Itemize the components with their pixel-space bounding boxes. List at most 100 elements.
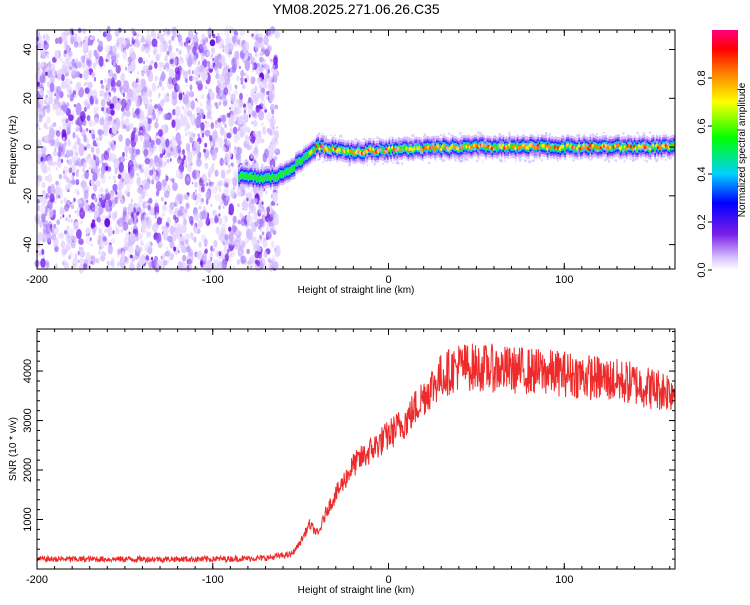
spectrogram-halo-cell xyxy=(555,148,557,150)
spectrogram-noise-cell xyxy=(44,175,50,182)
spectrogram-noise-cell xyxy=(147,224,151,230)
spectrogram-noise-cell xyxy=(108,69,111,73)
spectrogram-noise-cell xyxy=(100,80,103,85)
spectrogram-noise-cell xyxy=(58,142,64,152)
spectrogram-halo-cell xyxy=(396,161,400,165)
spectrogram-noise-cell xyxy=(251,236,258,247)
spectrogram-noise-cell xyxy=(188,40,190,43)
spectrogram-noise-cell xyxy=(246,127,251,134)
spectrogram-noise-cell xyxy=(198,60,201,65)
spectrogram-noise-cell xyxy=(66,126,71,135)
spectrogram-noise-cell xyxy=(74,94,76,97)
spectrogram-noise-cell xyxy=(124,144,129,154)
spectrogram-noise-cell xyxy=(73,263,76,267)
spectrogram-noise-cell xyxy=(191,237,193,240)
spectrogram-noise-cell xyxy=(195,32,198,36)
spectrogram-noise-cell xyxy=(247,102,252,110)
spectrogram-halo-cell xyxy=(483,144,487,148)
spectrogram-noise-cell xyxy=(112,183,118,192)
spectrogram-noise-cell xyxy=(106,260,110,268)
spectrogram-noise-cell xyxy=(250,254,257,264)
spectrogram-noise-cell xyxy=(112,230,115,235)
spectrogram-noise-cell xyxy=(37,42,41,48)
spectrogram-noise-cell xyxy=(174,216,179,224)
spectrogram-noise-cell xyxy=(90,159,96,166)
spectrogram-noise-cell xyxy=(254,30,259,38)
spectrogram-halo-cell xyxy=(468,153,471,156)
spectrogram-noise-cell xyxy=(98,55,104,67)
spectrogram-noise-cell xyxy=(203,238,208,247)
spectrogram-halo-cell xyxy=(478,145,481,148)
spectrogram-halo-cell xyxy=(655,136,659,139)
spectrogram-noise-cell xyxy=(59,125,62,130)
spectrogram-noise-cell xyxy=(227,178,232,185)
spectrogram-halo-cell xyxy=(633,142,636,145)
spectrogram-halo-cell xyxy=(373,163,376,166)
spectrogram-halo-cell xyxy=(517,149,519,152)
spectrogram-noise-cell xyxy=(260,41,264,48)
spectrogram-noise-cell xyxy=(155,117,158,122)
spectrogram-noise-cell xyxy=(184,173,191,186)
spectrogram-noise-cell xyxy=(259,56,264,63)
spectrogram-noise-cell xyxy=(250,205,257,214)
snr-xtick-label: 0 xyxy=(385,574,391,586)
spectrogram-noise-cell xyxy=(132,30,137,37)
spectrogram-noise-cell xyxy=(124,66,127,71)
spectrogram-noise-cell xyxy=(144,243,148,251)
spectrogram-halo-cell xyxy=(511,152,515,156)
spectrogram-noise-cell xyxy=(261,201,264,205)
spectrogram-noise-cell xyxy=(77,250,80,255)
spectrogram-noise-cell xyxy=(152,48,157,56)
spectrogram-noise-cell xyxy=(263,237,266,242)
spectrogram-noise-cell xyxy=(179,205,185,216)
spectrogram-noise-cell xyxy=(114,196,119,204)
spectrogram-halo-cell xyxy=(531,137,534,140)
spectrogram-noise-cell xyxy=(227,82,233,93)
spectrogram-noise-cell xyxy=(205,37,209,43)
spectrogram-noise-cell xyxy=(75,58,78,61)
spectrogram-noise-cell xyxy=(262,231,265,236)
spectrogram-noise-cell xyxy=(158,81,163,88)
spectrogram-ridge-cell xyxy=(281,171,283,178)
spectrogram-noise-cell xyxy=(113,140,116,145)
spectrogram-halo-cell xyxy=(600,133,602,135)
spectrogram-noise-cell xyxy=(218,251,222,257)
spectrogram-noise-cell xyxy=(270,224,276,234)
spectrogram-noise-cell xyxy=(78,197,85,209)
spectrogram-halo-cell xyxy=(321,144,325,148)
spectrogram-noise-cell xyxy=(198,178,204,186)
spectrogram-noise-cell xyxy=(107,147,111,152)
spectrogram-halo-cell xyxy=(413,142,416,146)
spectrogram-noise-cell xyxy=(78,238,84,246)
spectrogram-noise-cell xyxy=(116,261,121,267)
spectrogram-noise-cell xyxy=(199,102,203,108)
spectrogram-noise-cell xyxy=(212,209,217,217)
spectrogram-noise-cell xyxy=(182,149,185,156)
spectrogram-noise-cell xyxy=(161,86,165,91)
spectrogram-halo-cell xyxy=(382,154,386,158)
spectrogram-ridge-cell xyxy=(293,165,296,171)
spectrogram-noise-cell xyxy=(205,212,208,218)
spectrogram-noise-cell xyxy=(269,158,276,170)
spectrogram-noise-cell xyxy=(40,203,46,215)
spectrogram-noise-cell xyxy=(179,194,184,202)
spectrogram-halo-cell xyxy=(366,164,369,166)
spectrogram-noise-cell xyxy=(120,72,126,83)
spectrogram-noise-cell xyxy=(187,130,191,135)
spectrogram-noise-cell xyxy=(98,227,102,234)
spectrogram-noise-cell xyxy=(219,182,222,186)
spectrogram-halo-cell xyxy=(385,153,387,155)
spectrogram-halo-cell xyxy=(545,131,548,135)
spectrogram-halo-cell xyxy=(592,154,595,158)
spectrogram-noise-cell xyxy=(177,261,183,271)
spectrogram-halo-cell xyxy=(665,136,670,140)
spectrogram-halo-cell xyxy=(323,152,325,154)
spectrogram-noise-cell xyxy=(260,52,263,57)
spectrogram-noise-cell xyxy=(271,254,277,263)
spectrogram-noise-cell xyxy=(165,175,169,182)
spectrogram-noise-cell xyxy=(64,153,68,158)
spectrogram-noise-cell xyxy=(125,214,130,223)
spectrogram-noise-cell xyxy=(68,252,73,258)
